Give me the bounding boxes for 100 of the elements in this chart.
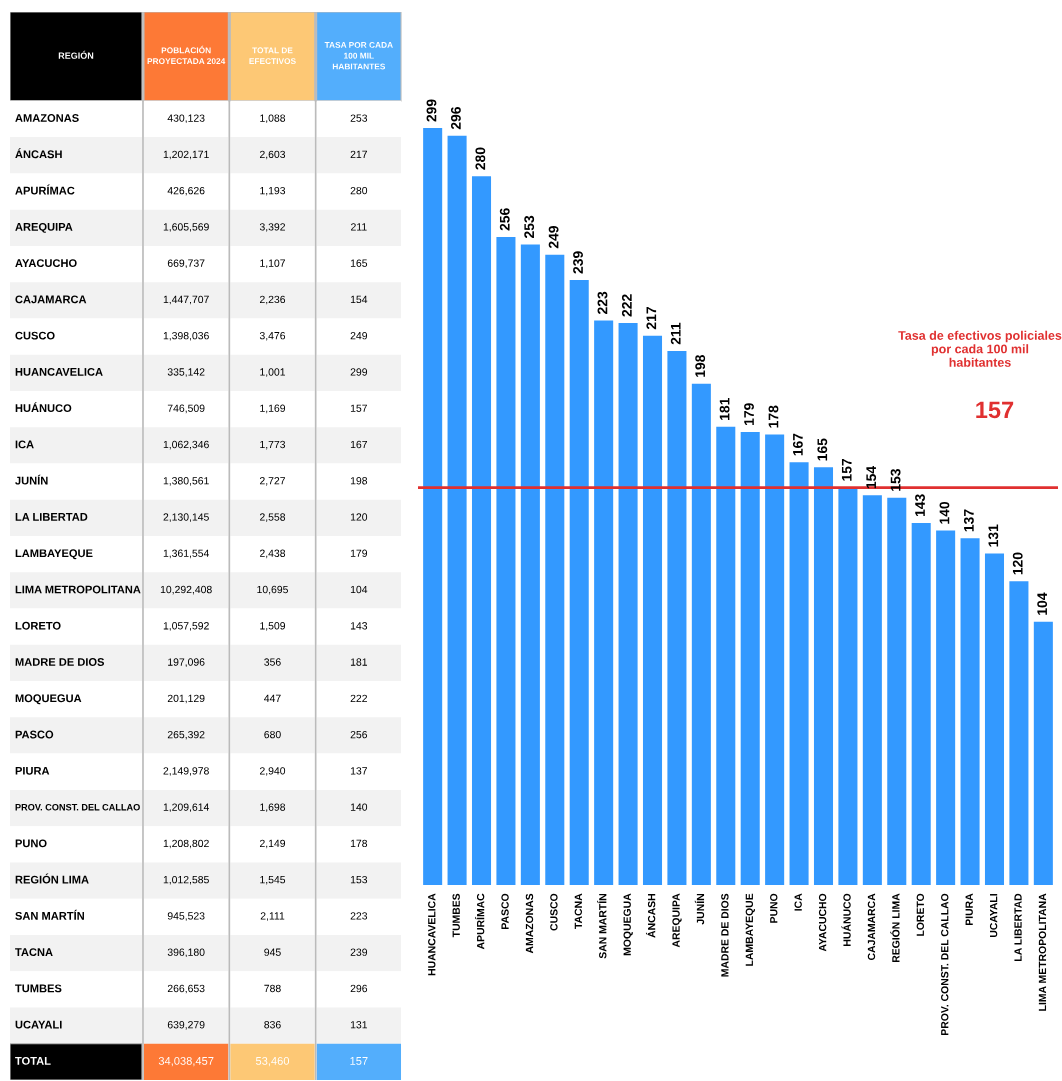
y-tick-label: PROV. CONST. DEL CALLAO <box>15 803 140 811</box>
x-tick-label: ICA <box>794 893 802 911</box>
x-tick-label: PASCO <box>501 893 509 929</box>
text: 335,142 <box>167 368 205 377</box>
y-tick-label: TOTAL <box>15 1056 51 1065</box>
text: 396,180 <box>167 948 205 958</box>
data-label: 153 <box>890 468 901 491</box>
bar <box>765 434 785 885</box>
x-tick-label: PROV. CONST. DEL CALLAO <box>941 893 949 1036</box>
y-tick-label: AREQUIPA <box>15 222 73 233</box>
text: 1,208,802 <box>163 839 209 849</box>
x-tick-label: MADRE DE DIOS <box>721 893 729 977</box>
data-label: 217 <box>646 307 657 330</box>
y-tick-label: UCAYALI <box>15 1020 62 1029</box>
data-label: 222 <box>621 294 632 317</box>
bar <box>642 335 663 885</box>
data-label: 253 <box>524 215 535 239</box>
bar <box>618 323 638 885</box>
x-tick-label: LORETO <box>916 893 924 936</box>
text: 639,279 <box>167 1021 205 1030</box>
data-label: 178 <box>768 405 779 428</box>
x-tick-label: REGIÓN LIMA <box>890 893 900 963</box>
y-tick-label: JUNÍN <box>15 474 48 485</box>
text: 10,695 <box>257 585 288 595</box>
ref-line-label: 157 <box>976 401 1014 419</box>
text: 2,438 <box>259 549 286 559</box>
text: 2,603 <box>259 150 286 160</box>
y-tick-label: CAJAMARCA <box>15 295 87 304</box>
x-tick-label: AMAZONAS <box>525 893 534 954</box>
text: 1,509 <box>260 622 286 631</box>
y-tick-label: LIMA METROPOLITANA <box>15 585 141 594</box>
y-tick-label: LORETO <box>15 621 61 630</box>
x-tick-label: TACNA <box>574 893 583 929</box>
text: 1,605,569 <box>163 223 209 232</box>
data-label: 296 <box>450 106 461 130</box>
text: 2,149,978 <box>163 767 209 776</box>
x-tick-label: PUNO <box>770 893 778 923</box>
text: 198 <box>350 477 368 485</box>
x-tick-label: TOTAL DE EFECTIVOS <box>249 47 296 65</box>
bar <box>936 530 956 885</box>
data-label: 154 <box>866 466 877 489</box>
text: 1,398,036 <box>163 331 209 341</box>
text: 157 <box>350 404 367 412</box>
y-tick-label: AYACUCHO <box>15 259 77 268</box>
data-label: 131 <box>988 524 999 547</box>
text: 223 <box>350 912 368 920</box>
x-tick-label: AREQUIPA <box>672 893 682 948</box>
text: 1,209,614 <box>163 803 210 813</box>
text: 746,509 <box>167 404 205 414</box>
x-tick-label: AYACUCHO <box>818 893 827 952</box>
data-label: 157 <box>841 458 852 481</box>
text: 53,460 <box>255 1056 290 1067</box>
data-label: 181 <box>719 397 730 420</box>
text: 426,626 <box>167 186 205 196</box>
data-label: 167 <box>792 433 803 456</box>
text: 1,202,171 <box>163 150 209 160</box>
x-tick-label: HUÁNUCO <box>841 893 851 946</box>
x-tick-label: POBLACIÓN PROYECTADA 2024 <box>147 45 226 65</box>
bar <box>545 254 565 885</box>
text: 239 <box>350 948 368 956</box>
annotation: Tasa de efectivos policiales por cada 100 mil habitantes <box>898 330 1062 367</box>
y-tick-label: MADRE DE DIOS <box>15 658 105 666</box>
x-tick-label: UCAYALI <box>989 894 998 938</box>
x-tick-label: LIMA METROPOLITANA <box>1038 893 1047 1011</box>
x-tick-label: TUMBES <box>452 893 460 938</box>
x-tick-label: MOQUEGUA <box>623 893 633 956</box>
y-tick-label: PIURA <box>15 766 50 775</box>
bar <box>1009 581 1029 885</box>
text: 1,001 <box>260 368 286 377</box>
text: 945 <box>264 948 281 956</box>
text: 167 <box>350 440 367 449</box>
text: 131 <box>350 1021 368 1029</box>
x-tick-label: JUNÍN <box>694 894 705 925</box>
x-tick-label: TASA POR CADA 100 MIL HABITANTES <box>324 41 393 70</box>
text: 137 <box>350 767 367 775</box>
bar <box>691 383 711 885</box>
x-tick-label: CUSCO <box>550 893 558 931</box>
y-tick-label: ÁNCASH <box>15 148 62 159</box>
text: 211 <box>351 223 367 231</box>
x-tick-label: APURÍMAC <box>474 893 485 950</box>
text: 2,111 <box>260 912 285 921</box>
y-tick-label: TUMBES <box>15 984 62 993</box>
text: 1,545 <box>260 876 286 885</box>
bar <box>569 280 589 885</box>
text: 836 <box>264 1021 281 1029</box>
text: 2,727 <box>259 477 286 486</box>
text: 2,130,145 <box>163 513 209 522</box>
text: 2,558 <box>259 513 286 522</box>
bar <box>423 128 443 885</box>
text: 945,523 <box>167 912 205 921</box>
bar <box>862 495 882 885</box>
bar <box>520 244 540 885</box>
data-label: 249 <box>548 225 559 249</box>
text: 1,062,346 <box>163 440 209 450</box>
bar <box>960 538 980 885</box>
text: 280 <box>350 186 368 195</box>
text: 197,096 <box>168 658 205 667</box>
text: 256 <box>350 730 368 739</box>
y-tick-label: MOQUEGUA <box>15 694 82 705</box>
text: 1,380,561 <box>163 477 209 486</box>
